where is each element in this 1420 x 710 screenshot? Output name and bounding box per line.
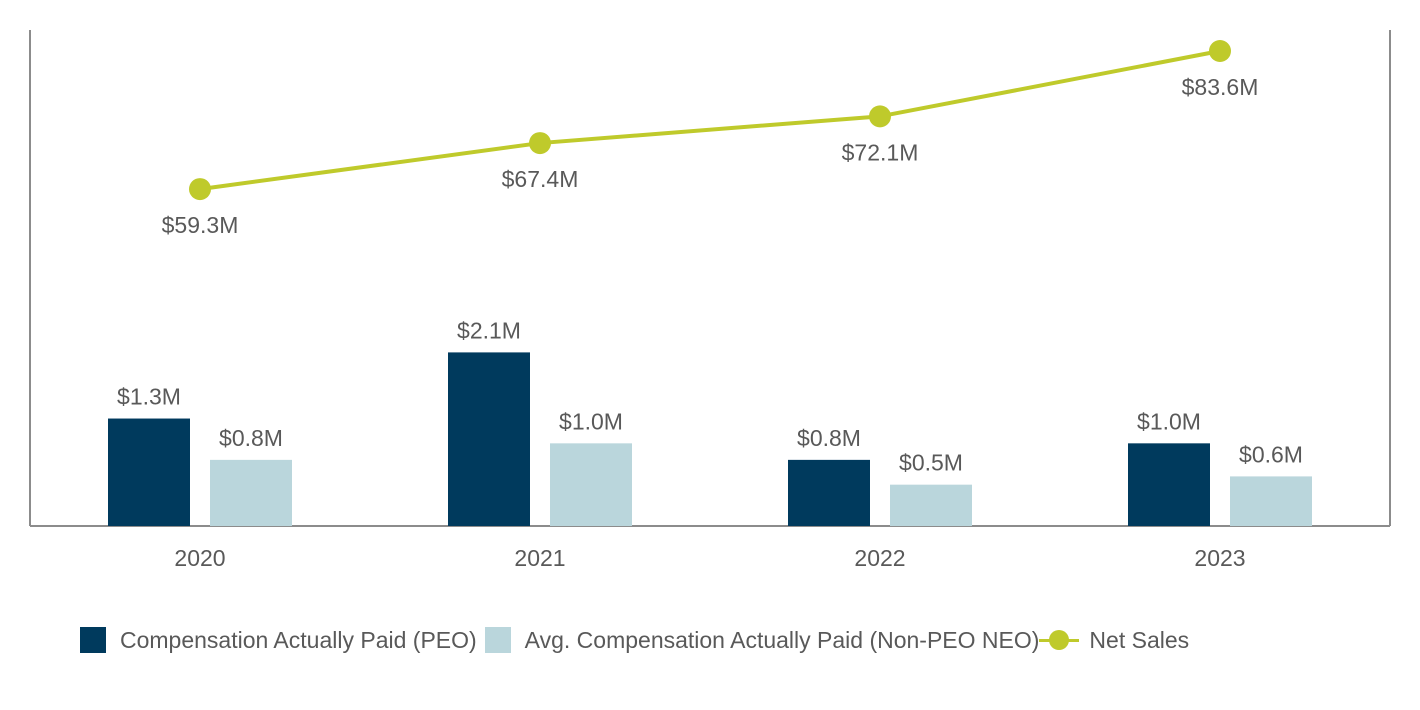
legend-swatch-non-peo	[484, 627, 511, 653]
legend-swatch-peo	[80, 627, 106, 653]
x-tick-label-2021: 2021	[514, 545, 565, 571]
x-tick-label-2023: 2023	[1194, 545, 1245, 571]
bar-peo-2023	[1128, 443, 1210, 526]
data-label-non-peo-2021: $1.0M	[559, 408, 623, 434]
net-sales-line-layer	[189, 40, 1231, 201]
data-label-non-peo-2023: $0.6M	[1239, 441, 1303, 467]
data-labels-layer: $1.3M $0.8M $2.1M $1.0M $0.8M $0.5M $1.0M $0.6M…	[117, 74, 1303, 476]
bar-non-peo-2022	[890, 484, 972, 526]
plot-area: $1.3M $0.8M $2.1M $1.0M $0.8M $0.5M $1.0M $0.6M…	[29, 30, 1391, 571]
net-sales-line	[199, 49, 1221, 192]
data-label-net-sales-2020: $59.3M	[162, 212, 239, 238]
net-sales-point-2020	[189, 178, 211, 201]
bar-non-peo-2021	[550, 443, 632, 526]
legend: Compensation Actually Paid (PEO) Avg. Co…	[80, 622, 1189, 658]
bar-peo-2021	[448, 352, 530, 526]
bar-peo-2020	[108, 418, 190, 526]
data-label-net-sales-2021: $67.4M	[502, 166, 579, 192]
legend-label-net-sales: Net Sales	[1089, 626, 1190, 653]
x-tick-labels: 2020 2021 2022 2023	[174, 545, 1245, 571]
net-sales-point-2021	[529, 132, 551, 155]
data-label-net-sales-2023: $83.6M	[1182, 74, 1259, 100]
data-label-non-peo-2022: $0.5M	[899, 450, 963, 476]
data-label-net-sales-2022: $72.1M	[842, 139, 919, 165]
bar-peo-2022	[788, 459, 870, 526]
bars-layer	[108, 352, 1312, 526]
data-label-non-peo-2020: $0.8M	[219, 425, 283, 451]
data-label-peo-2022: $0.8M	[797, 425, 861, 451]
legend-item-net-sales: Net Sales	[1039, 627, 1189, 654]
x-tick-label-2022: 2022	[854, 545, 905, 571]
legend-item-non-peo: Avg. Compensation Actually Paid (Non-PEO…	[484, 626, 1040, 654]
data-label-peo-2021: $2.1M	[457, 317, 521, 343]
data-label-peo-2020: $1.3M	[117, 384, 181, 410]
data-label-peo-2023: $1.0M	[1137, 408, 1201, 434]
legend-label-peo: Compensation Actually Paid (PEO)	[120, 626, 477, 653]
x-tick-label-2020: 2020	[174, 545, 225, 571]
net-sales-point-2023	[1209, 40, 1231, 63]
bar-non-peo-2020	[210, 459, 292, 526]
legend-swatch-net-sales	[1039, 627, 1080, 653]
legend-label-non-peo: Avg. Compensation Actually Paid (Non-PEO…	[524, 626, 1040, 653]
net-sales-point-2022	[869, 105, 891, 128]
bar-non-peo-2023	[1230, 476, 1312, 526]
legend-item-peo: Compensation Actually Paid (PEO)	[80, 627, 477, 654]
